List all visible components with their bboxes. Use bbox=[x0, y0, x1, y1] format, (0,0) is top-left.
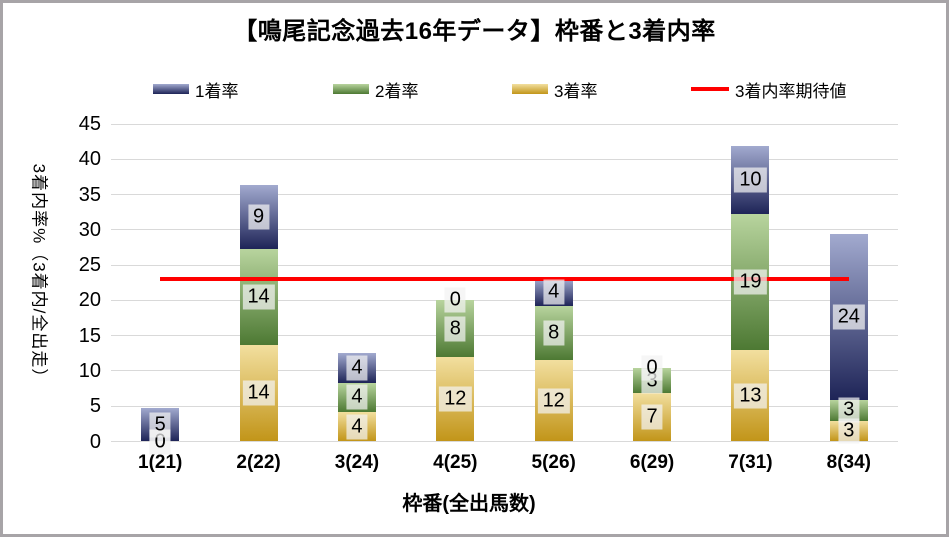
y-tick-label: 45 bbox=[78, 113, 101, 135]
legend-item-2: 2着率 bbox=[333, 79, 419, 101]
legend-item-1: 1着率 bbox=[153, 79, 239, 101]
legend-label: 3着率 bbox=[554, 81, 598, 101]
y-tick-label: 40 bbox=[78, 148, 101, 171]
x-tick-label: 1(21) bbox=[138, 451, 183, 473]
label-2(22)-third: 14 bbox=[242, 380, 275, 406]
label-2(22)-second: 14 bbox=[242, 284, 275, 310]
legend-line-swatch bbox=[691, 87, 729, 91]
x-tick-label: 3(24) bbox=[334, 451, 380, 473]
x-tick-label: 4(25) bbox=[433, 451, 478, 473]
label-3(24)-third: 4 bbox=[346, 414, 368, 440]
legend-label: 1着率 bbox=[195, 81, 239, 101]
y-tick-label: 10 bbox=[78, 359, 101, 382]
gridline-y-20 bbox=[111, 299, 898, 301]
x-tick-label: 5(26) bbox=[531, 451, 576, 473]
x-tick-label: 2(22) bbox=[236, 451, 281, 473]
chart-title: 【鳴尾記念過去16年データ】枠番と3着内率 bbox=[233, 18, 716, 45]
label-8(34)-third: 3 bbox=[838, 418, 860, 444]
y-tick-label: 0 bbox=[89, 430, 101, 453]
label-2(22)-first: 9 bbox=[248, 204, 270, 230]
y-tick-label: 30 bbox=[78, 218, 101, 241]
legend-color-swatch bbox=[153, 84, 189, 94]
legend-color-swatch bbox=[512, 84, 548, 94]
gridline-y-5 bbox=[111, 405, 898, 407]
gridline-y-15 bbox=[111, 335, 898, 337]
x-axis-title: 枠番(全出馬数) bbox=[402, 493, 536, 515]
label-3(24)-first: 4 bbox=[346, 355, 368, 381]
gridline-y-45 bbox=[111, 123, 898, 125]
label-1(21)-first: 5 bbox=[149, 412, 171, 438]
x-tick-label: 7(31) bbox=[728, 451, 773, 473]
gridline-y-25 bbox=[111, 264, 898, 266]
expected-value-line bbox=[160, 276, 849, 281]
label-8(34)-first: 24 bbox=[832, 304, 865, 330]
gridline-y-35 bbox=[111, 194, 898, 196]
gridline-y-0 bbox=[111, 441, 898, 442]
legend-item-3: 3着率 bbox=[512, 79, 598, 101]
y-tick-label: 5 bbox=[89, 395, 101, 418]
y-tick-label: 15 bbox=[78, 324, 101, 347]
y-tick-label: 20 bbox=[78, 289, 101, 312]
label-6(29)-first: 0 bbox=[641, 355, 663, 381]
legend-label: 2着率 bbox=[375, 81, 419, 101]
legend-color-swatch bbox=[333, 84, 369, 94]
label-7(31)-third: 13 bbox=[734, 383, 767, 409]
label-6(29)-third: 7 bbox=[641, 404, 663, 430]
gridline-y-10 bbox=[111, 370, 898, 372]
gridline-y-30 bbox=[111, 229, 898, 231]
label-5(26)-third: 12 bbox=[537, 388, 570, 414]
y-tick-label: 25 bbox=[78, 254, 101, 277]
legend-item-4: 3着内率期待値 bbox=[691, 79, 847, 101]
x-tick-label: 6(29) bbox=[629, 451, 675, 473]
legend-label: 3着内率期待値 bbox=[735, 81, 847, 101]
label-4(25)-third: 12 bbox=[439, 386, 472, 412]
label-7(31)-first: 10 bbox=[734, 167, 767, 193]
x-tick-label: 8(34) bbox=[826, 451, 871, 473]
label-5(26)-first: 4 bbox=[543, 279, 565, 305]
label-5(26)-second: 8 bbox=[543, 320, 565, 346]
gridline-y-40 bbox=[111, 158, 898, 160]
y-tick-label: 35 bbox=[78, 183, 101, 206]
label-8(34)-second: 3 bbox=[838, 397, 860, 423]
label-3(24)-second: 4 bbox=[346, 384, 368, 410]
label-7(31)-second: 19 bbox=[734, 269, 767, 295]
label-4(25)-second: 8 bbox=[444, 316, 466, 342]
label-4(25)-first: 0 bbox=[444, 287, 466, 313]
